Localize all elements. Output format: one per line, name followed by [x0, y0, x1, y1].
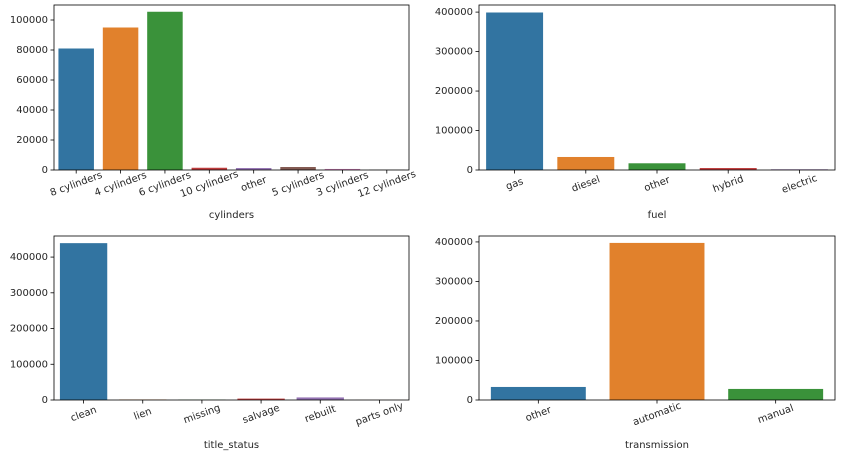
- y-tick-label: 100000: [10, 359, 48, 370]
- y-tick-label: 100000: [435, 355, 473, 366]
- bar: [235, 168, 272, 170]
- axes-frame: [53, 235, 410, 401]
- axes-frame: [478, 4, 836, 171]
- y-tick-label: 0: [467, 165, 473, 176]
- y-tick-label: 60000: [16, 75, 48, 86]
- x-tick-label: parts only: [354, 401, 405, 428]
- bar: [237, 398, 285, 400]
- x-axis-label: transmission: [625, 440, 689, 451]
- y-tick-label: 300000: [435, 47, 473, 58]
- bar: [59, 243, 108, 400]
- x-tick-label: other: [643, 174, 673, 194]
- bar: [296, 397, 344, 400]
- x-tick-label: diesel: [570, 174, 601, 194]
- x-tick-label: manual: [756, 403, 795, 426]
- y-tick-label: 200000: [10, 324, 48, 335]
- x-tick-label: other: [524, 404, 554, 424]
- bar: [628, 163, 686, 170]
- subplot: gas diesel other hybrid electric 0 100000 20000…: [435, 4, 836, 221]
- y-tick-label: 200000: [435, 86, 473, 97]
- bar: [486, 12, 544, 170]
- y-tick-label: 0: [42, 165, 48, 176]
- bar: [102, 27, 139, 170]
- x-tick-label: missing: [182, 403, 222, 426]
- bar: [699, 168, 757, 170]
- axes-frame: [478, 235, 836, 401]
- y-tick-label: 200000: [435, 316, 473, 327]
- y-tick-label: 400000: [10, 252, 48, 263]
- x-axis-label: cylinders: [209, 210, 254, 221]
- x-axis-label: title_status: [204, 440, 259, 451]
- y-tick-label: 300000: [10, 288, 48, 299]
- y-tick-label: 0: [467, 395, 473, 406]
- y-tick-label: 40000: [16, 105, 48, 116]
- bar: [557, 156, 615, 170]
- bar: [191, 167, 228, 170]
- x-tick-label: electric: [780, 173, 818, 196]
- subplot: other automatic manual 0 100000 200000 300000 4…: [435, 235, 836, 451]
- x-tick-label: rebuilt: [303, 404, 337, 425]
- y-tick-label: 400000: [435, 237, 473, 248]
- x-tick-label: salvage: [241, 403, 281, 427]
- bar: [58, 48, 94, 170]
- y-tick-label: 80000: [16, 45, 48, 56]
- y-tick-label: 20000: [16, 135, 48, 146]
- bar: [490, 386, 586, 400]
- x-tick-label: lien: [133, 406, 154, 423]
- x-tick-label: automatic: [632, 401, 683, 429]
- y-tick-label: 400000: [435, 7, 473, 18]
- x-tick-label: gas: [505, 176, 525, 192]
- bar: [324, 168, 361, 170]
- bar: [728, 388, 824, 400]
- x-tick-label: other: [239, 174, 269, 194]
- bar: [280, 167, 316, 170]
- x-tick-label: hybrid: [712, 174, 746, 195]
- bar: [609, 242, 705, 400]
- y-tick-label: 300000: [435, 276, 473, 287]
- bar: [147, 11, 183, 170]
- axes-frame: [53, 4, 410, 171]
- y-tick-label: 100000: [10, 15, 48, 26]
- subplot: clean lien missing salvage rebuilt parts only…: [10, 235, 410, 451]
- y-tick-label: 100000: [435, 126, 473, 137]
- x-tick-label: clean: [69, 405, 98, 425]
- y-tick-label: 0: [42, 395, 48, 406]
- x-axis-label: fuel: [648, 210, 667, 221]
